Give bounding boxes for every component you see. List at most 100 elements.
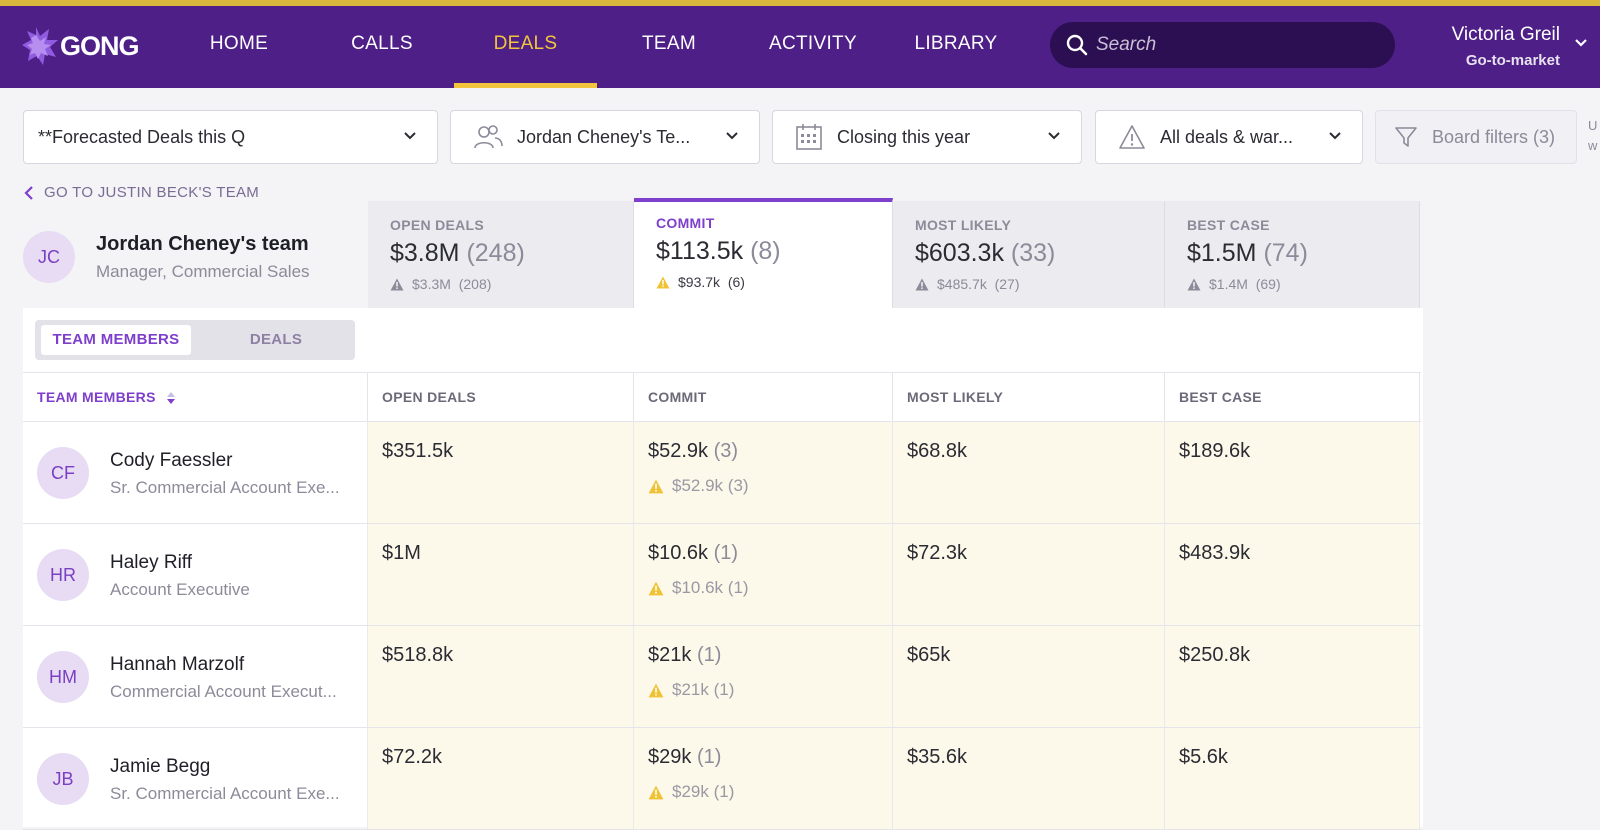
team-name: Jordan Cheney's team bbox=[96, 233, 309, 255]
nav-activity[interactable]: ACTIVITY bbox=[769, 33, 857, 54]
deals-warning-select-value: All deals & war... bbox=[1160, 126, 1294, 147]
search-input[interactable] bbox=[1096, 22, 1376, 68]
member-role: Commercial Account Execut... bbox=[110, 682, 337, 701]
commit-cell[interactable]: $10.6k (1) $10.6k (1) bbox=[634, 524, 893, 625]
gong-logo[interactable]: GONG bbox=[22, 27, 140, 65]
team-select[interactable]: Jordan Cheney's Te... bbox=[450, 110, 760, 164]
chevron-down-icon bbox=[1329, 132, 1341, 140]
nav-calls[interactable]: CALLS bbox=[351, 33, 413, 54]
column-header-most-likely[interactable]: MOST LIKELY bbox=[893, 373, 1165, 422]
table-row[interactable]: HM Hannah Marzolf Commercial Account Exe… bbox=[23, 626, 1421, 728]
warning-icon bbox=[915, 278, 929, 290]
toggle-team-members[interactable]: TEAM MEMBERS bbox=[41, 325, 191, 355]
risk-count: (1) bbox=[713, 782, 735, 801]
commit-cell[interactable]: $29k (1) $29k (1) bbox=[634, 728, 893, 829]
kpi-risk-amount: $93.7k bbox=[678, 274, 721, 290]
kpi-label: MOST LIKELY bbox=[915, 217, 1012, 233]
back-link[interactable]: GO TO JUSTIN BECK'S TEAM bbox=[24, 184, 259, 201]
best-case-cell[interactable]: $250.8k bbox=[1165, 626, 1420, 727]
most-likely-cell[interactable]: $68.8k bbox=[893, 422, 1165, 523]
cell-amount: $351.5k bbox=[382, 440, 454, 462]
risk-amount: $21k bbox=[672, 680, 709, 699]
kpi-most-likely[interactable]: MOST LIKELY $603.3k (33) $485.7k (27) bbox=[893, 201, 1165, 308]
team-card: JC Jordan Cheney's team Manager, Commerc… bbox=[23, 208, 368, 302]
kpi-amount: $603.3k bbox=[915, 239, 1004, 267]
risk-count: (1) bbox=[713, 680, 735, 699]
kpi-count: (33) bbox=[1010, 239, 1056, 267]
column-header-label: TEAM MEMBERS bbox=[37, 389, 156, 405]
column-header-commit[interactable]: COMMIT bbox=[634, 373, 893, 422]
kpi-amount: $113.5k bbox=[656, 237, 744, 265]
member-name[interactable]: Jamie Begg bbox=[110, 756, 211, 777]
member-role: Sr. Commercial Account Exe... bbox=[110, 478, 340, 497]
warning-icon bbox=[648, 683, 664, 697]
kpi-risk-amount: $1.4M bbox=[1209, 276, 1248, 292]
best-case-cell[interactable]: $189.6k bbox=[1165, 422, 1420, 523]
avatar: HM bbox=[37, 651, 89, 703]
risk-count: (1) bbox=[727, 578, 749, 597]
kpi-label: COMMIT bbox=[656, 215, 715, 231]
open-deals-cell[interactable]: $351.5k bbox=[368, 422, 634, 523]
search-icon bbox=[1066, 34, 1088, 56]
member-cell: JB Jamie Begg Sr. Commercial Account Exe… bbox=[23, 728, 368, 829]
kpi-open-deals[interactable]: OPEN DEALS $3.8M (248) $3.3M (208) bbox=[368, 201, 634, 308]
period-select[interactable]: Closing this year bbox=[772, 110, 1082, 164]
column-header-team-members[interactable]: TEAM MEMBERS bbox=[23, 373, 368, 422]
warning-icon bbox=[648, 479, 664, 493]
kpi-count: (8) bbox=[750, 237, 781, 265]
open-deals-cell[interactable]: $518.8k bbox=[368, 626, 634, 727]
column-header-best-case[interactable]: BEST CASE bbox=[1165, 373, 1420, 422]
chevron-left-icon bbox=[24, 185, 33, 200]
team-select-value: Jordan Cheney's Te... bbox=[517, 126, 691, 147]
column-header-open-deals[interactable]: OPEN DEALS bbox=[368, 373, 634, 422]
table-row[interactable]: JB Jamie Begg Sr. Commercial Account Exe… bbox=[23, 728, 1421, 830]
deals-warning-select[interactable]: All deals & war... bbox=[1095, 110, 1363, 164]
best-case-cell[interactable]: $5.6k bbox=[1165, 728, 1420, 829]
kpi-best-case[interactable]: BEST CASE $1.5M (74) $1.4M (69) bbox=[1165, 201, 1420, 308]
nav-team[interactable]: TEAM bbox=[642, 33, 696, 54]
kpi-count: (248) bbox=[466, 239, 525, 267]
kpi-risk-count: (27) bbox=[994, 276, 1020, 292]
deals-page: **Forecasted Deals this Q Jordan Cheney'… bbox=[0, 88, 1600, 830]
kpi-value: $603.3k (33) bbox=[915, 239, 1055, 268]
kpi-strip-filler bbox=[1420, 201, 1600, 308]
member-name[interactable]: Hannah Marzolf bbox=[110, 654, 245, 675]
member-name[interactable]: Haley Riff bbox=[110, 552, 193, 573]
commit-cell[interactable]: $52.9k (3) $52.9k (3) bbox=[634, 422, 893, 523]
nav-home[interactable]: HOME bbox=[209, 33, 269, 54]
kpi-risk-count: (6) bbox=[727, 274, 745, 290]
cell-amount: $65k bbox=[907, 644, 951, 666]
member-name[interactable]: Cody Faessler bbox=[110, 450, 233, 471]
table-row[interactable]: HR Haley Riff Account Executive $1M $10.… bbox=[23, 524, 1421, 626]
table-row[interactable]: CF Cody Faessler Sr. Commercial Account … bbox=[23, 422, 1421, 524]
board-select[interactable]: **Forecasted Deals this Q bbox=[23, 110, 438, 164]
most-likely-cell[interactable]: $72.3k bbox=[893, 524, 1165, 625]
open-deals-cell[interactable]: $1M bbox=[368, 524, 634, 625]
most-likely-cell[interactable]: $65k bbox=[893, 626, 1165, 727]
best-case-cell[interactable]: $483.9k bbox=[1165, 524, 1420, 625]
toggle-deals[interactable]: DEALS bbox=[249, 331, 303, 348]
risk-count: (3) bbox=[727, 476, 749, 495]
member-cell: HR Haley Riff Account Executive bbox=[23, 524, 368, 625]
most-likely-cell[interactable]: $35.6k bbox=[893, 728, 1165, 829]
cell-amount: $52.9k bbox=[648, 440, 709, 462]
nav-library[interactable]: LIBRARY bbox=[914, 33, 998, 54]
kpi-label: BEST CASE bbox=[1187, 217, 1270, 233]
kpi-commit[interactable]: COMMIT $113.5k (8) $93.7k (6) bbox=[634, 198, 893, 308]
kpi-risk: $1.4M (69) bbox=[1187, 276, 1281, 292]
table-header: TEAM MEMBERS OPEN DEALS COMMIT MOST LIKE… bbox=[23, 372, 1421, 422]
chevron-down-icon bbox=[1575, 39, 1587, 47]
cell-amount: $250.8k bbox=[1179, 644, 1251, 666]
funnel-icon bbox=[1394, 125, 1418, 149]
calendar-icon bbox=[795, 123, 823, 151]
open-deals-cell[interactable]: $72.2k bbox=[368, 728, 634, 829]
commit-cell[interactable]: $21k (1) $21k (1) bbox=[634, 626, 893, 727]
user-menu[interactable]: Victoria Greil Go-to-market bbox=[1432, 24, 1600, 69]
nav-deals[interactable]: DEALS bbox=[454, 6, 597, 88]
member-cell: CF Cody Faessler Sr. Commercial Account … bbox=[23, 422, 368, 523]
board-filters-button[interactable]: Board filters (3) bbox=[1375, 110, 1577, 164]
cell-count: (1) bbox=[696, 746, 722, 768]
cell-amount: $483.9k bbox=[1179, 542, 1251, 564]
team-members-panel: TEAM MEMBERS DEALS TEAM MEMBERS OPEN DEA… bbox=[23, 308, 1423, 830]
truncated-text-line: U bbox=[1588, 118, 1598, 133]
